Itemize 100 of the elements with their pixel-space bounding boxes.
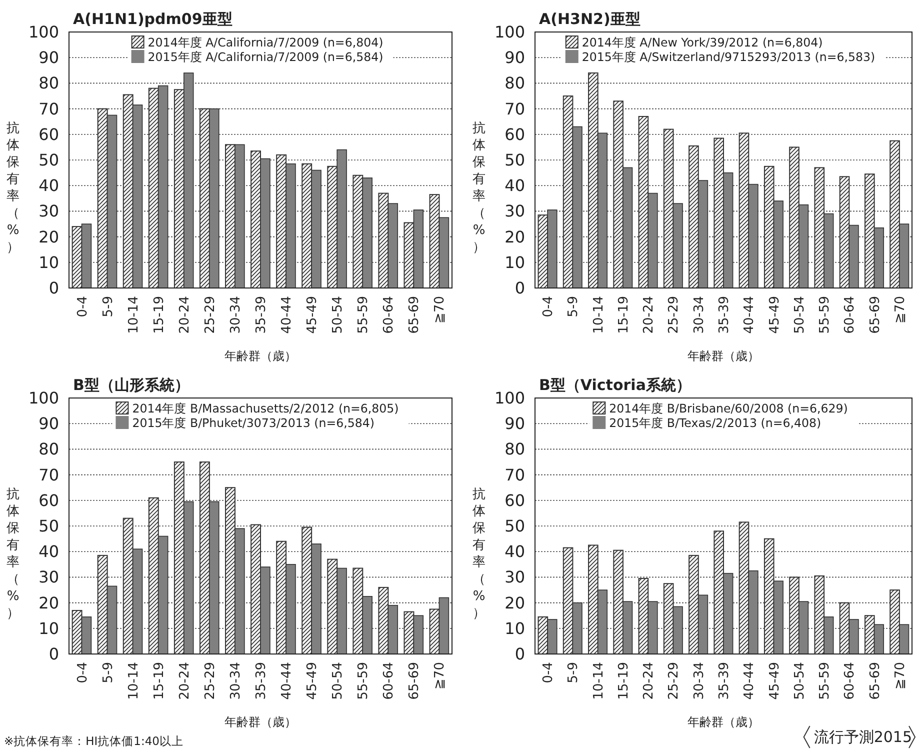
x-tick-label: 20-24 (642, 296, 657, 334)
x-axis-title: 年齢群（歳） (688, 715, 760, 729)
y-tick-label: 40 (38, 176, 59, 196)
x-tick-label: 65-69 (868, 662, 883, 700)
legend-label: 2015年度 A/Switzerland/9715293/2013 (n=6,583) (582, 50, 876, 64)
y-tick-label: 100 (494, 388, 525, 408)
x-tick-label: 65-69 (868, 296, 883, 334)
x-tick-label: 55-59 (818, 662, 833, 700)
legend-label: 2014年度 A/California/7/2009 (n=6,804) (148, 36, 384, 50)
x-tick-label: 45-49 (305, 296, 320, 334)
x-tick-label: 45-49 (767, 662, 782, 700)
x-tick-label: 60-64 (382, 296, 397, 334)
y-tick-label: 40 (504, 542, 525, 562)
y-tick-label: 30 (38, 568, 59, 587)
x-tick-label: 25-29 (202, 296, 218, 334)
y-tick-label: 20 (38, 593, 59, 612)
x-tick-label: 40-44 (280, 296, 295, 334)
y-tick-label: 60 (38, 124, 59, 144)
x-tick-label: 35-39 (254, 296, 269, 334)
y-tick-label: 70 (38, 99, 59, 118)
x-tick-label: 0-4 (75, 662, 90, 684)
y-tick-label: 50 (504, 516, 525, 536)
y-tick-label: 0 (48, 278, 59, 298)
x-tick-label: 50-54 (792, 296, 808, 334)
x-tick-label: 10-14 (591, 662, 606, 700)
y-tick-label: 30 (504, 202, 525, 221)
x-tick-label: 10-14 (126, 296, 142, 334)
chart-title: B型（山形系統） (73, 376, 190, 394)
legend-label: 2015年度 B/Texas/2/2013 (n=6,408) (609, 416, 822, 430)
y-tick-label: 100 (28, 388, 59, 408)
x-axis-title: 年齢群（歳） (224, 715, 296, 729)
text: ※抗体保有率：HI抗体価1:40以上 (4, 734, 184, 748)
x-tick-label: 20-24 (177, 296, 192, 334)
x-axis-title: 年齢群（歳） (224, 349, 296, 363)
x-tick-label: 0-4 (541, 662, 556, 684)
x-tick-label: 40-44 (280, 662, 295, 700)
x-tick-label: 35-39 (717, 662, 732, 700)
x-tick-label: 60-64 (382, 662, 397, 700)
x-tick-label: 25-29 (666, 662, 682, 700)
legend-label: 2014年度 B/Brisbane/60/2008 (n=6,629) (609, 402, 848, 416)
y-tick-label: 60 (504, 490, 525, 510)
x-tick-label: 0-4 (75, 296, 90, 318)
x-tick-label: 15-19 (152, 662, 167, 700)
x-tick-label: 60-64 (842, 662, 858, 700)
y-tick-label: 20 (504, 227, 525, 246)
x-tick-label: 35-39 (254, 662, 269, 700)
x-tick-label: 30-34 (692, 662, 707, 700)
y-tick-label: 90 (38, 414, 59, 434)
chart-title: A(H3N2)亜型 (539, 10, 640, 28)
y-tick-label: 20 (504, 593, 525, 612)
y-tick-label: 10 (38, 618, 59, 638)
x-tick-label: 30-34 (692, 296, 707, 334)
x-tick-label: 5-9 (100, 296, 116, 318)
y-tick-label: 100 (494, 22, 525, 42)
y-tick-label: 30 (38, 202, 59, 221)
x-tick-label: ≧70 (892, 296, 908, 324)
chart-title: B型（Victoria系統） (539, 376, 691, 394)
x-tick-label: 5-9 (566, 662, 582, 684)
y-axis-title: 抗体保有率（%） (6, 487, 20, 621)
legend-label: 2014年度 B/Massachusetts/2/2012 (n=6,805) (132, 402, 399, 416)
y-tick-label: 40 (504, 176, 525, 196)
x-tick-label: 25-29 (666, 296, 682, 334)
y-tick-label: 20 (38, 227, 59, 246)
x-tick-label: 15-19 (152, 296, 167, 334)
y-tick-label: 90 (504, 48, 525, 68)
y-tick-label: 70 (504, 465, 525, 484)
x-tick-label: ≧70 (432, 296, 448, 324)
y-axis-title: 抗体保有率（%） (472, 121, 486, 255)
y-axis-title: 抗体保有率（%） (6, 121, 20, 255)
y-tick-label: 30 (504, 568, 525, 587)
legend-label: 2015年度 B/Phuket/3073/2013 (n=6,584) (132, 416, 375, 430)
legend-label: 2014年度 A/New York/39/2012 (n=6,804) (582, 36, 823, 50)
y-tick-label: 40 (38, 542, 59, 562)
y-tick-label: 70 (38, 465, 59, 484)
x-tick-label: 40-44 (742, 662, 758, 700)
x-tick-label: 40-44 (742, 296, 758, 334)
y-tick-label: 90 (38, 48, 59, 68)
y-tick-label: 50 (504, 150, 525, 170)
x-tick-label: 30-34 (228, 662, 244, 700)
x-tick-label: 65-69 (407, 662, 422, 700)
x-tick-label: 65-69 (407, 296, 422, 334)
x-tick-label: 10-14 (126, 662, 142, 700)
y-axis-title: 抗体保有率（%） (472, 487, 486, 621)
y-tick-label: 60 (38, 490, 59, 510)
x-tick-label: 15-19 (616, 296, 632, 334)
x-tick-label: 55-59 (818, 296, 833, 334)
legend-label: 2015年度 A/California/7/2009 (n=6,584) (148, 50, 384, 64)
y-tick-label: 100 (28, 22, 59, 42)
text: 流行予測2015 (814, 728, 912, 746)
y-tick-label: 80 (504, 440, 525, 459)
x-tick-label: 50-54 (792, 662, 808, 700)
x-axis-title: 年齢群（歳） (688, 349, 760, 363)
y-tick-label: 0 (514, 644, 525, 664)
y-tick-label: 80 (38, 74, 59, 93)
y-tick-label: 80 (504, 74, 525, 93)
x-tick-label: 60-64 (842, 296, 858, 334)
y-tick-label: 0 (514, 278, 525, 298)
x-tick-label: 5-9 (566, 296, 582, 318)
x-tick-label: 15-19 (616, 662, 632, 700)
x-tick-label: 5-9 (100, 662, 116, 684)
